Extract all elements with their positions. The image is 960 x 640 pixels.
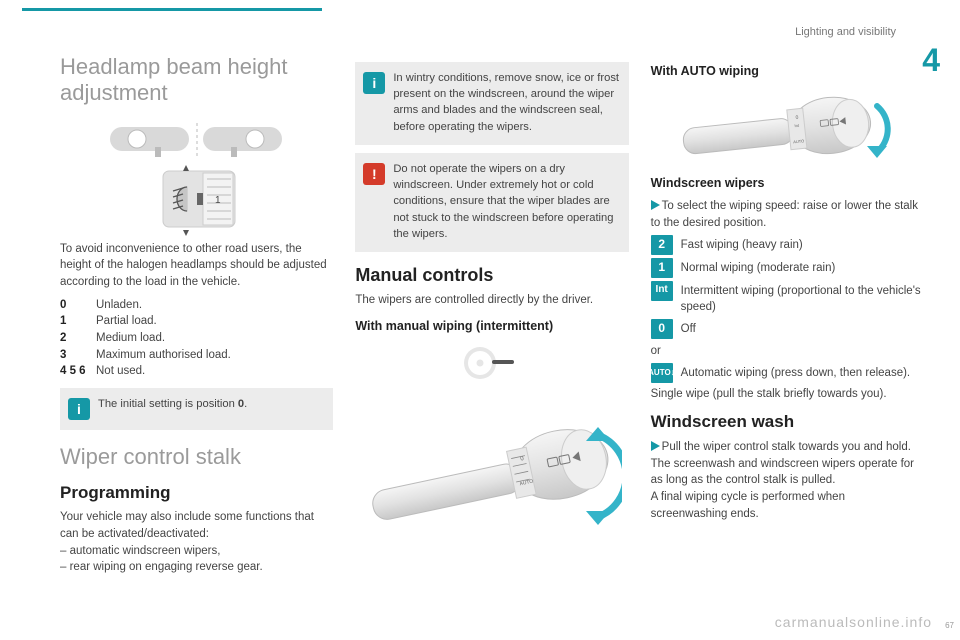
manual-controls-heading: Manual controls xyxy=(355,262,628,288)
bullet-item: automatic windscreen wipers, xyxy=(60,543,333,560)
mode-badge-int: Int xyxy=(651,281,673,301)
def-val: Unladen. xyxy=(96,297,333,314)
mode-badge-0: 0 xyxy=(651,319,673,339)
def-key: 1 xyxy=(60,313,96,330)
mode-row: Int Intermittent wiping (proportional to… xyxy=(651,281,924,316)
mode-text: Automatic wiping (press down, then relea… xyxy=(681,363,924,382)
section-label: Lighting and visibility xyxy=(795,26,896,38)
wash-para2: The screenwash and windscreen wipers ope… xyxy=(651,456,924,489)
header-accent-bar xyxy=(22,8,322,11)
note-text: Do not operate the wipers on a dry winds… xyxy=(393,161,620,242)
wash-para1-text: Pull the wiper control stalk towards you… xyxy=(662,441,911,453)
page-number: 67 xyxy=(945,621,954,630)
def-key: 0 xyxy=(60,297,96,314)
headlamp-figure: 1 xyxy=(60,117,333,237)
column-left: Headlamp beam height adjustment 1 xyxy=(60,54,333,576)
windscreen-wash-heading: Windscreen wash xyxy=(651,410,924,435)
mode-row-auto: AUTO↓ Automatic wiping (press down, then… xyxy=(651,363,924,383)
wash-para3: A final wiping cycle is performed when s… xyxy=(651,489,924,522)
mode-text: Fast wiping (heavy rain) xyxy=(681,235,924,254)
mode-badge-auto: AUTO↓ xyxy=(651,363,673,383)
mode-text: Intermittent wiping (proportional to the… xyxy=(681,281,924,316)
triangle-bullet-icon xyxy=(651,441,660,451)
steering-pictogram xyxy=(355,341,628,385)
headlamp-title: Headlamp beam height adjustment xyxy=(60,54,333,107)
info-icon: i xyxy=(363,72,385,94)
def-val: Partial load. xyxy=(96,313,333,330)
auto-wiping-subhead: With AUTO wiping xyxy=(651,62,924,80)
note-dry-windscreen: ! Do not operate the wipers on a dry win… xyxy=(355,153,628,252)
programming-bullets: automatic windscreen wipers, rear wiping… xyxy=(60,543,333,576)
note-wintry: i In wintry conditions, remove snow, ice… xyxy=(355,62,628,145)
svg-text:1: 1 xyxy=(215,195,221,206)
column-middle: i In wintry conditions, remove snow, ice… xyxy=(355,54,628,576)
windscreen-wipers-subhead: Windscreen wipers xyxy=(651,174,924,192)
stalk-auto-figure: 0 Int AUTO xyxy=(651,86,924,166)
manual-wiping-subhead: With manual wiping (intermittent) xyxy=(355,317,628,335)
headlamp-para: To avoid inconvenience to other road use… xyxy=(60,241,333,291)
def-key: 3 xyxy=(60,347,96,364)
note-text: In wintry conditions, remove snow, ice o… xyxy=(393,70,620,135)
def-val: Maximum authorised load. xyxy=(96,347,333,364)
mode-badge-1: 1 xyxy=(651,258,673,278)
warning-icon: ! xyxy=(363,163,385,185)
mode-text: Normal wiping (moderate rain) xyxy=(681,258,924,277)
def-val: Not used. xyxy=(96,363,333,380)
def-key: 2 xyxy=(60,330,96,347)
programming-heading: Programming xyxy=(60,481,333,506)
mode-row: 1 Normal wiping (moderate rain) xyxy=(651,258,924,278)
note-initial-setting: i The initial setting is position 0. xyxy=(60,388,333,430)
select-speed-text: To select the wiping speed: raise or low… xyxy=(651,200,918,229)
mode-row: 0 Off xyxy=(651,319,924,339)
column-right: With AUTO wiping 0 Int AUTO xyxy=(651,54,924,576)
or-text: or xyxy=(651,343,924,360)
chapter-number: 4 xyxy=(922,42,940,79)
headlamp-defs: 0Unladen. 1Partial load. 2Medium load. 3… xyxy=(60,297,333,380)
def-val: Medium load. xyxy=(96,330,333,347)
select-speed-para: To select the wiping speed: raise or low… xyxy=(651,198,924,231)
wiper-stalk-title: Wiper control stalk xyxy=(60,444,333,470)
manual-controls-para: The wipers are controlled directly by th… xyxy=(355,292,628,309)
mode-row: 2 Fast wiping (heavy rain) xyxy=(651,235,924,255)
mode-badge-2: 2 xyxy=(651,235,673,255)
info-icon: i xyxy=(68,398,90,420)
note-text: The initial setting is position 0. xyxy=(98,396,247,420)
def-key: 4 5 6 xyxy=(60,363,96,380)
bullet-item: rear wiping on engaging reverse gear. xyxy=(60,559,333,576)
watermark: carmanualsonline.info xyxy=(775,614,932,630)
triangle-bullet-icon xyxy=(651,200,660,210)
programming-para: Your vehicle may also include some funct… xyxy=(60,509,333,542)
wash-para1: Pull the wiper control stalk towards you… xyxy=(651,439,924,456)
single-wipe-para: Single wipe (pull the stalk briefly towa… xyxy=(651,386,924,403)
mode-text: Off xyxy=(681,319,924,338)
stalk-manual-figure: 0 AUTO xyxy=(355,389,628,539)
